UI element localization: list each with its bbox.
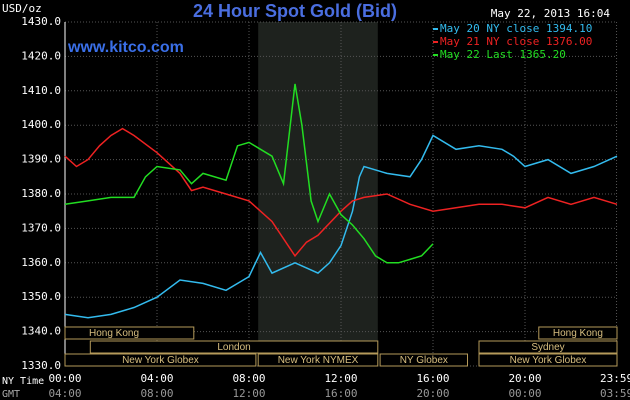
series-line	[64, 83, 434, 264]
x2-axis-label: GMT	[2, 389, 20, 400]
y-tick-label: 1390.0	[21, 153, 61, 166]
session-box	[89, 340, 379, 354]
y-axis-label: USD/oz	[2, 2, 42, 15]
session-box	[64, 353, 257, 367]
x2-tick-label: 00:00	[508, 387, 541, 400]
x2-tick-label: 16:00	[324, 387, 357, 400]
x-tick-label: 16:00	[416, 372, 449, 385]
y-tick-label: 1350.0	[21, 290, 61, 303]
x-tick-label: 00:00	[48, 372, 81, 385]
session-label: Hong Kong	[89, 328, 139, 339]
session-label: New York Globex	[510, 355, 587, 366]
y-tick-label: 1380.0	[21, 187, 61, 200]
session-box	[478, 353, 618, 367]
x-tick-label: 20:00	[508, 372, 541, 385]
session-box	[257, 353, 379, 367]
session-label: NY Globex	[400, 355, 448, 366]
x2-tick-label: 08:00	[140, 387, 173, 400]
timestamp: May 22, 2013 16:04	[491, 7, 611, 20]
x2-tick-label: 04:00	[48, 387, 81, 400]
x2-tick-label: 20:00	[416, 387, 449, 400]
session-box	[538, 326, 618, 340]
series-line	[64, 134, 618, 319]
y-tick-label: 1370.0	[21, 221, 61, 234]
session-label: London	[217, 342, 250, 353]
x-tick-label: 12:00	[324, 372, 357, 385]
session-label: Hong Kong	[553, 328, 603, 339]
series-line	[64, 127, 618, 258]
x-tick-label: 04:00	[140, 372, 173, 385]
y-tick-label: 1410.0	[21, 84, 61, 97]
y-tick-label: 1340.0	[21, 325, 61, 338]
y-tick-label: 1420.0	[21, 49, 61, 62]
legend-entry: May 20 NY close 1394.10	[440, 22, 592, 35]
legend-entry: May 21 NY close 1376.00	[440, 35, 592, 48]
y-tick-label: 1430.0	[21, 15, 61, 28]
legend-entry: May 22 Last 1365.20	[440, 48, 566, 61]
x-axis-label: NY Time	[2, 376, 44, 387]
session-label: Sydney	[531, 342, 564, 353]
session-label: New York Globex	[122, 355, 199, 366]
session-box	[64, 326, 195, 340]
session-label: New York NYMEX	[278, 355, 359, 366]
x-tick-label: 08:00	[232, 372, 265, 385]
y-tick-label: 1360.0	[21, 256, 61, 269]
x2-tick-label: 03:59	[600, 387, 630, 400]
session-box	[379, 353, 469, 367]
x-tick-label: 23:59	[600, 372, 630, 385]
x2-tick-label: 12:00	[232, 387, 265, 400]
session-box	[478, 340, 618, 354]
y-tick-label: 1400.0	[21, 118, 61, 131]
y-tick-label: 1330.0	[21, 359, 61, 372]
chart-title: 24 Hour Spot Gold (Bid)	[193, 1, 397, 21]
subtitle: www.kitco.com	[67, 39, 184, 56]
